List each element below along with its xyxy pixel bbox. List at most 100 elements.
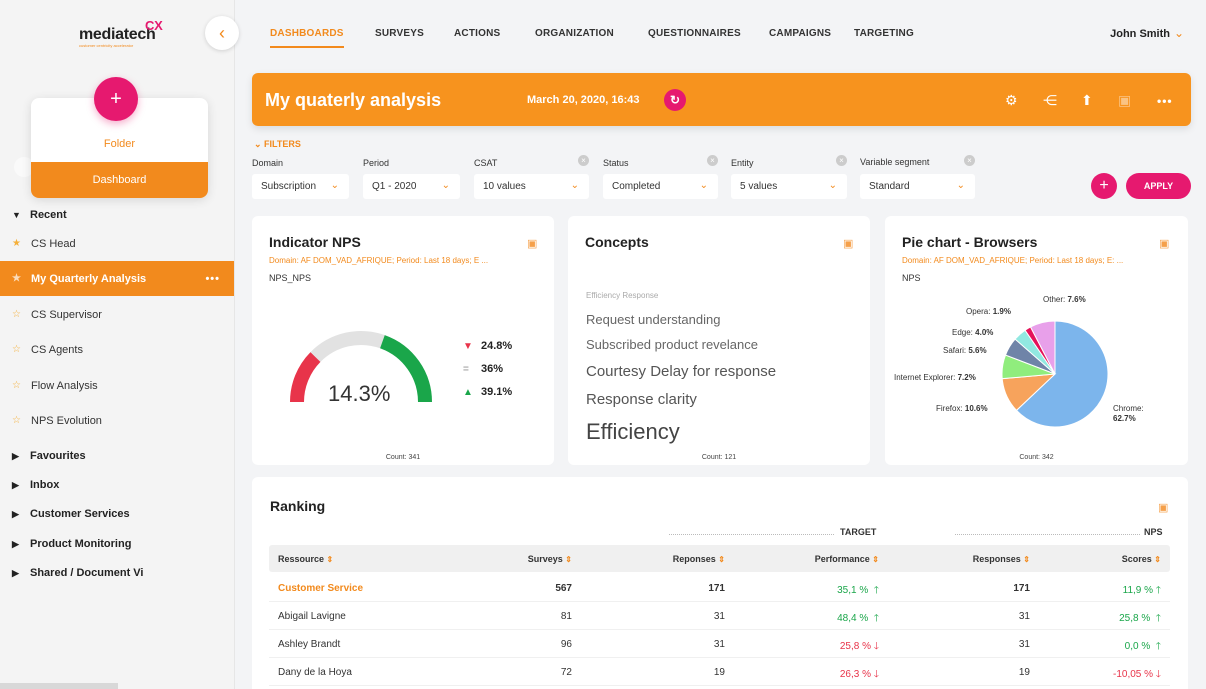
sidebar-section-label: Product Monitoring xyxy=(30,538,132,550)
more-icon[interactable]: ••• xyxy=(1157,94,1173,108)
promoters-value: 39.1% xyxy=(481,386,513,398)
pie-slice-other[interactable] xyxy=(1029,320,1056,375)
column-header-reponses[interactable]: Reponses ⇕ xyxy=(673,554,725,564)
apply-filters-button[interactable]: APPLY xyxy=(1126,173,1191,199)
cell-name[interactable]: Dany de la Hoya xyxy=(278,667,352,678)
dashboard-title[interactable]: My quaterly analysis xyxy=(265,90,442,110)
caret-right-icon: ▶ xyxy=(12,567,19,578)
group-nps-label: NPS xyxy=(1144,527,1163,537)
tab-campaigns[interactable]: CAMPAIGNS xyxy=(769,28,832,39)
filter-csat-select[interactable]: 10 values ⌄ xyxy=(474,174,589,199)
sidebar-section-label: Inbox xyxy=(30,479,60,491)
add-new-button[interactable]: + xyxy=(94,77,138,121)
pie-slice-chrome[interactable] xyxy=(1015,320,1109,428)
table-row[interactable]: Dany de la Hoya 72 19 26,3 % 🡓 19 -10,05… xyxy=(269,658,1170,686)
sort-icon: ⇕ xyxy=(718,555,725,564)
arrow-up-icon: 🡑 xyxy=(873,613,879,624)
concept-word[interactable]: Courtesy Delay for response xyxy=(586,363,777,380)
filters-toggle[interactable]: ⌄ FILTERS xyxy=(254,139,301,149)
pie-label-value: 5.6% xyxy=(968,346,987,355)
tab-actions[interactable]: ACTIONS xyxy=(454,28,501,39)
sidebar-item-label: My Quarterly Analysis xyxy=(31,272,147,285)
clear-icon[interactable]: × xyxy=(964,155,975,166)
concept-word[interactable]: Subscribed product revelance xyxy=(586,337,758,352)
column-header-ressource[interactable]: Ressource ⇕ xyxy=(278,554,333,564)
sidebar-item-nps-evolution[interactable]: ☆ NPS Evolution xyxy=(0,403,234,438)
filter-segment-select[interactable]: Standard ⌄ xyxy=(860,174,975,199)
arrow-up-icon: 🡑 xyxy=(1155,613,1161,624)
cell-name[interactable]: Ashley Brandt xyxy=(278,639,341,650)
tab-targeting[interactable]: TARGETING xyxy=(854,28,914,39)
sidebar-section-recent[interactable]: ▼ Recent xyxy=(12,209,67,221)
collapse-sidebar-button[interactable]: ‹ xyxy=(205,16,239,50)
sidebar-item-my-quarterly-analysis[interactable]: ★ My Quarterly Analysis ••• xyxy=(0,261,234,296)
sidebar-scrollbar[interactable] xyxy=(0,683,118,689)
column-header-surveys[interactable]: Surveys ⇕ xyxy=(528,554,572,564)
sidebar-item-flow-analysis[interactable]: ☆ Flow Analysis xyxy=(0,368,234,403)
clear-icon[interactable]: × xyxy=(836,155,847,166)
export-icon[interactable]: ▣ xyxy=(1159,238,1170,250)
table-header: Ressource ⇕ Surveys ⇕ Reponses ⇕ Perform… xyxy=(269,545,1170,572)
tab-questionnaires[interactable]: QUESTIONNAIRES xyxy=(648,28,741,39)
clear-icon[interactable]: × xyxy=(707,155,718,166)
table-row[interactable]: Abigail Lavigne 81 31 48,4 % 🡑 31 25,8 %… xyxy=(269,602,1170,630)
concept-word[interactable]: Efficiency xyxy=(586,419,680,444)
table-row[interactable]: Customer Service 567 171 35,1 % 🡑 171 11… xyxy=(269,574,1170,602)
sidebar-item-cs-supervisor[interactable]: ☆ CS Supervisor xyxy=(0,297,234,332)
save-icon[interactable]: ▣ xyxy=(1118,92,1132,108)
filter-status-select[interactable]: Completed ⌄ xyxy=(603,174,718,199)
new-dashboard-option[interactable]: Dashboard xyxy=(31,162,208,198)
column-header-responses[interactable]: Responses ⇕ xyxy=(973,554,1030,564)
clear-icon[interactable]: × xyxy=(578,155,589,166)
concept-word[interactable]: Request understanding xyxy=(586,312,721,327)
column-label: Reponses xyxy=(672,554,716,564)
sort-icon: ⇕ xyxy=(565,555,572,564)
filter-period-select[interactable]: Q1 - 2020 ⌄ xyxy=(363,174,460,199)
cell-performance: 35,1 % 🡑 xyxy=(837,583,879,600)
share-icon[interactable]: ⋲ xyxy=(1043,92,1057,108)
tab-organization[interactable]: ORGANIZATION xyxy=(535,28,614,39)
arrow-down-icon: 🡓 xyxy=(873,641,879,652)
table-row[interactable]: Ashley Brandt 96 31 25,8 % 🡓 31 0,0 % 🡑 xyxy=(269,630,1170,658)
caret-right-icon: ▶ xyxy=(12,479,19,490)
sidebar-section-customer-services[interactable]: ▶ Customer Services xyxy=(12,508,130,520)
export-icon[interactable]: ⬆ xyxy=(1081,92,1093,108)
export-icon[interactable]: ▣ xyxy=(843,238,854,250)
pie-label-name: Edge: xyxy=(952,328,973,337)
pie-label-name: Internet Explorer: xyxy=(894,373,956,382)
filter-entity-select[interactable]: 5 values ⌄ xyxy=(731,174,847,199)
cell-name[interactable]: Abigail Lavigne xyxy=(278,611,346,622)
brand-logo[interactable]: mediatech CX customer centricity acceler… xyxy=(79,18,163,48)
sidebar-section-favourites[interactable]: ▶ Favourites xyxy=(12,450,86,462)
export-icon[interactable]: ▣ xyxy=(527,238,538,250)
sidebar-section-inbox[interactable]: ▶ Inbox xyxy=(12,479,59,491)
concept-word[interactable]: Response clarity xyxy=(586,391,697,408)
column-header-performance[interactable]: Performance ⇕ xyxy=(815,554,879,564)
more-icon[interactable]: ••• xyxy=(205,272,220,285)
cell-surveys: 72 xyxy=(560,667,572,678)
sidebar-item-cs-head[interactable]: ★ CS Head xyxy=(0,226,234,261)
tab-dashboards[interactable]: DASHBOARDS xyxy=(270,28,344,39)
chevron-left-icon: ‹ xyxy=(219,22,225,43)
sidebar-section-product-monitoring[interactable]: ▶ Product Monitoring xyxy=(12,538,131,550)
user-menu[interactable]: John Smith xyxy=(1110,28,1170,40)
cell-name[interactable]: Customer Service xyxy=(278,583,364,594)
sidebar-item-cs-agents[interactable]: ☆ CS Agents xyxy=(0,332,234,367)
column-label: Surveys xyxy=(527,554,563,564)
sidebar-section-shared-documents[interactable]: ▶ Shared / Document Vi xyxy=(12,567,144,579)
cell-responses: 31 xyxy=(1018,611,1030,622)
tab-surveys[interactable]: SURVEYS xyxy=(375,28,425,39)
new-folder-option[interactable]: Folder xyxy=(103,138,136,150)
card-subtitle: Domain: AF DOM_VAD_AFRIQUE; Period: Last… xyxy=(269,256,489,265)
export-icon[interactable]: ▣ xyxy=(1158,502,1169,514)
filter-domain-select[interactable]: Subscription ⌄ xyxy=(252,174,349,199)
add-filter-button[interactable]: + xyxy=(1091,173,1117,199)
chevron-down-icon[interactable]: ⌄ xyxy=(1173,26,1184,40)
star-outline-icon: ☆ xyxy=(12,380,21,391)
equals-icon: = xyxy=(463,363,469,375)
refresh-button[interactable]: ↻ xyxy=(664,89,686,111)
top-navigation: DASHBOARDS SURVEYS ACTIONS ORGANIZATION … xyxy=(235,0,1206,60)
sidebar-item-label: CS Supervisor xyxy=(31,308,102,321)
gear-icon[interactable]: ⚙ xyxy=(1005,92,1018,108)
column-header-scores[interactable]: Scores ⇕ xyxy=(1122,554,1161,564)
